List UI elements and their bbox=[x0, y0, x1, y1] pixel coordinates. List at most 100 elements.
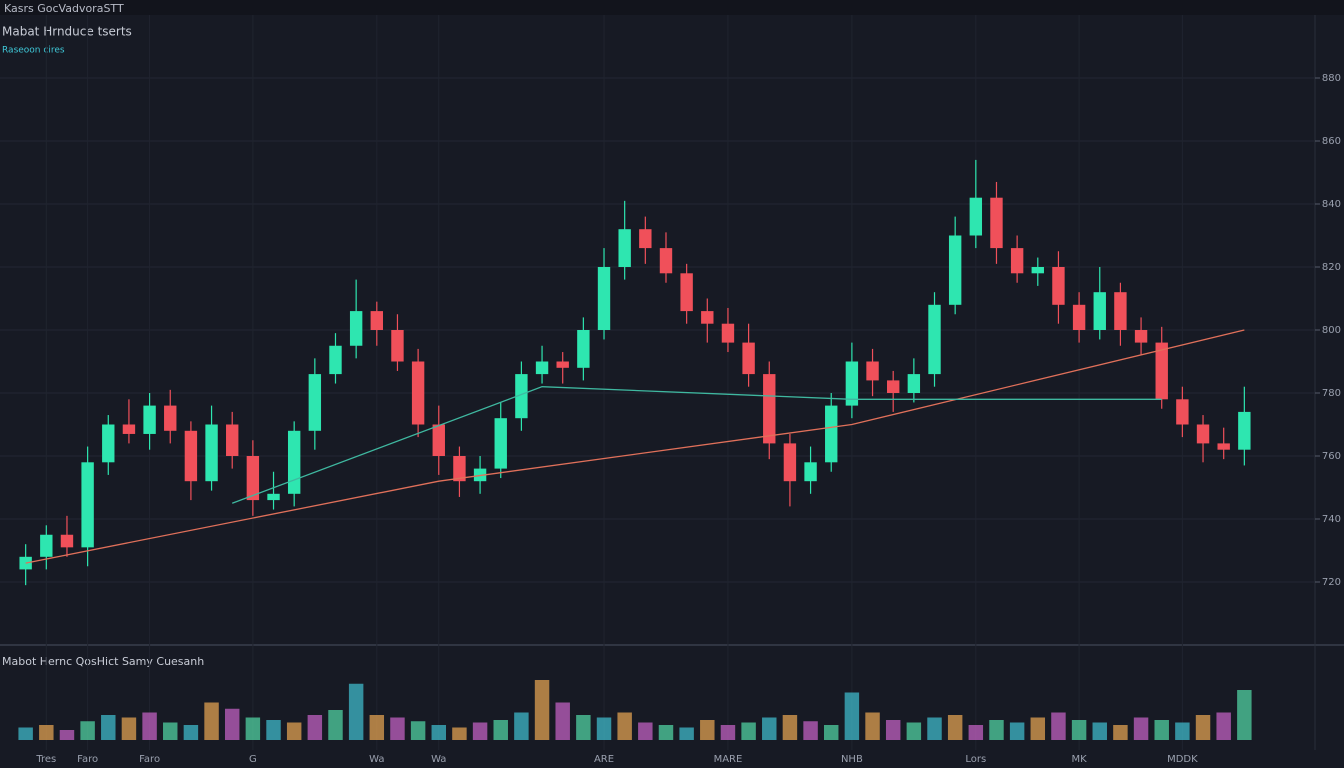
candle-body bbox=[659, 248, 673, 274]
x-tick-label: MDDK bbox=[1167, 754, 1198, 765]
indicator-bar bbox=[348, 683, 364, 740]
y-tick-label: 820 bbox=[1322, 262, 1341, 273]
candle-body bbox=[866, 361, 879, 381]
indicator-bar bbox=[1113, 725, 1128, 740]
indicator-bar bbox=[1216, 712, 1231, 740]
indicator-bar bbox=[121, 717, 137, 740]
candle-body bbox=[804, 462, 817, 482]
indicator-bar bbox=[224, 708, 240, 740]
indicator-bar bbox=[617, 712, 632, 740]
indicator-bar bbox=[534, 680, 550, 740]
candle-body bbox=[1155, 342, 1168, 400]
x-tick-label: Wa bbox=[369, 754, 384, 765]
candle-body bbox=[1052, 267, 1065, 305]
indicator-bar bbox=[59, 730, 75, 740]
indicator-bar bbox=[1071, 720, 1087, 740]
candle-body bbox=[329, 345, 342, 375]
indicator-bar bbox=[204, 702, 219, 740]
indicator-bar bbox=[431, 725, 446, 740]
x-tick-label: Wa bbox=[431, 754, 446, 765]
indicator-bar bbox=[266, 720, 281, 740]
x-tick-label: ARE bbox=[594, 754, 614, 765]
candle-body bbox=[1238, 411, 1251, 450]
indicator-bar bbox=[720, 725, 736, 740]
candle-body bbox=[349, 311, 363, 346]
indicator-bar bbox=[555, 702, 570, 740]
candle-body bbox=[308, 374, 322, 431]
candle-body bbox=[701, 311, 714, 324]
x-tick-label: MK bbox=[1072, 754, 1088, 765]
indicator-bar bbox=[390, 717, 405, 740]
x-tick-label: Tres bbox=[35, 754, 56, 765]
indicator-bar bbox=[658, 725, 674, 740]
candle-body bbox=[1176, 399, 1189, 425]
y-tick-label: 720 bbox=[1322, 577, 1341, 588]
trend-line bbox=[231, 386, 1162, 504]
indicator-bar bbox=[1237, 690, 1252, 740]
candle-body bbox=[432, 424, 445, 456]
candle-body bbox=[618, 229, 631, 267]
indicator-bar bbox=[1092, 722, 1107, 740]
x-tick-label: Faro bbox=[77, 754, 98, 765]
indicator-bar bbox=[927, 717, 942, 740]
indicator-bar bbox=[782, 715, 798, 740]
candle-body bbox=[1093, 292, 1106, 330]
header-title: Kasrs GocVadvoraSTT bbox=[4, 2, 124, 15]
candle-body bbox=[164, 405, 177, 431]
candle-body bbox=[825, 405, 838, 463]
candle-body bbox=[226, 424, 239, 456]
candle-body bbox=[391, 330, 404, 362]
indicator-bar bbox=[700, 720, 715, 740]
indicator-bar bbox=[286, 722, 302, 740]
top-bar bbox=[0, 0, 1344, 15]
y-tick-label: 880 bbox=[1322, 73, 1341, 84]
indicator-bar bbox=[865, 712, 880, 740]
candle-body bbox=[845, 361, 859, 406]
indicator-bar bbox=[741, 722, 756, 740]
candle-body bbox=[370, 311, 383, 330]
candle-body bbox=[597, 267, 611, 330]
indicator-bar bbox=[307, 715, 323, 740]
indicator-bar bbox=[410, 721, 426, 740]
candle-body bbox=[721, 323, 735, 343]
indicator-bar bbox=[1030, 717, 1046, 740]
indicator-bar bbox=[452, 727, 467, 740]
candle-body bbox=[887, 380, 900, 393]
indicator-bar bbox=[1051, 712, 1066, 740]
candle-body bbox=[1114, 292, 1127, 330]
indicator-bar bbox=[576, 715, 591, 740]
indicator-label: Mabot Hernc QosHict Samy Cuesanh bbox=[2, 655, 204, 668]
indicator-bar bbox=[514, 712, 529, 740]
y-tick-label: 840 bbox=[1322, 199, 1341, 210]
candle-body bbox=[1010, 248, 1024, 274]
indicator-bar bbox=[245, 717, 261, 740]
indicator-bar bbox=[844, 692, 860, 740]
indicator-bar bbox=[493, 720, 508, 740]
candle-body bbox=[411, 361, 425, 425]
y-tick-label: 780 bbox=[1322, 388, 1341, 399]
indicator-bar bbox=[39, 725, 54, 740]
indicator-bar bbox=[885, 720, 901, 740]
candle-body bbox=[102, 424, 115, 463]
header-note: Raseoon cires bbox=[2, 46, 65, 56]
indicator-bar bbox=[989, 720, 1004, 740]
indicator-bar bbox=[472, 722, 488, 740]
indicator-bar bbox=[142, 712, 157, 740]
candle-body bbox=[1031, 267, 1044, 274]
candle-body bbox=[907, 374, 921, 393]
candle-body bbox=[742, 342, 755, 375]
candle-body bbox=[205, 424, 218, 482]
candle-body bbox=[515, 374, 528, 419]
candle-body bbox=[246, 456, 260, 501]
candle-body bbox=[81, 462, 94, 548]
indicator-bar bbox=[803, 721, 818, 740]
candle-body bbox=[928, 304, 941, 375]
candle-body bbox=[948, 235, 962, 305]
indicator-bar bbox=[1175, 722, 1190, 740]
candle-body bbox=[494, 418, 507, 469]
candle-body bbox=[1072, 304, 1086, 330]
trend-line bbox=[25, 329, 1245, 564]
candle-body bbox=[1217, 443, 1230, 450]
indicator-bar bbox=[328, 710, 343, 740]
